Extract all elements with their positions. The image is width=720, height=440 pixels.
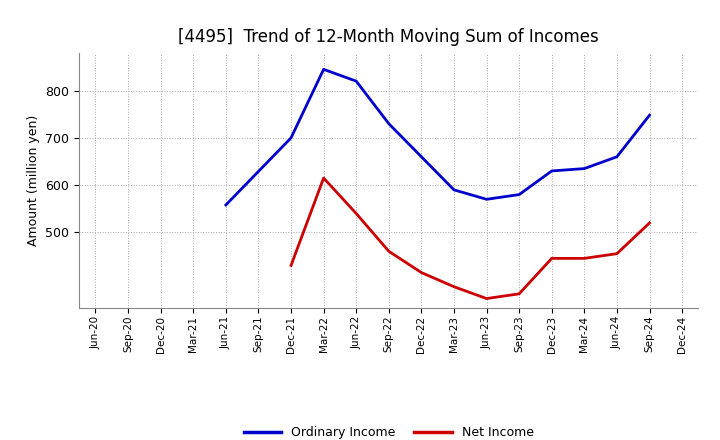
Line: Net Income: Net Income: [291, 178, 649, 299]
Net Income: [515, 291, 523, 297]
Ordinary Income: [319, 67, 328, 72]
Net Income: [287, 263, 295, 268]
Title: [4495]  Trend of 12-Month Moving Sum of Incomes: [4495] Trend of 12-Month Moving Sum of I…: [179, 28, 599, 46]
Ordinary Income: [645, 113, 654, 118]
Ordinary Income: [613, 154, 621, 159]
Ordinary Income: [580, 166, 589, 171]
Net Income: [645, 220, 654, 226]
Line: Ordinary Income: Ordinary Income: [226, 70, 649, 205]
Ordinary Income: [515, 192, 523, 197]
Ordinary Income: [222, 202, 230, 208]
Net Income: [384, 249, 393, 254]
Net Income: [450, 284, 459, 290]
Ordinary Income: [352, 78, 361, 84]
Net Income: [580, 256, 589, 261]
Legend: Ordinary Income, Net Income: Ordinary Income, Net Income: [239, 422, 539, 440]
Net Income: [319, 176, 328, 181]
Y-axis label: Amount (million yen): Amount (million yen): [27, 115, 40, 246]
Ordinary Income: [450, 187, 459, 192]
Ordinary Income: [384, 121, 393, 126]
Net Income: [352, 211, 361, 216]
Ordinary Income: [287, 135, 295, 140]
Ordinary Income: [482, 197, 491, 202]
Ordinary Income: [547, 169, 556, 174]
Net Income: [547, 256, 556, 261]
Net Income: [613, 251, 621, 256]
Ordinary Income: [417, 154, 426, 159]
Net Income: [417, 270, 426, 275]
Net Income: [482, 296, 491, 301]
